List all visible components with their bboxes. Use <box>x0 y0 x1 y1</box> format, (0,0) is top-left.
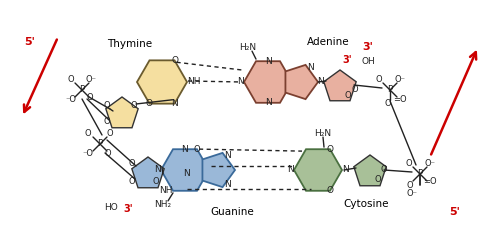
Text: OH: OH <box>362 57 376 67</box>
Text: O⁻: O⁻ <box>394 76 406 84</box>
Text: O: O <box>326 186 334 195</box>
Text: O⁻: O⁻ <box>86 76 96 84</box>
Text: N: N <box>287 166 294 174</box>
Text: O: O <box>152 177 160 186</box>
Text: Guanine: Guanine <box>210 207 254 217</box>
Text: N: N <box>224 180 231 189</box>
Text: O: O <box>146 99 153 108</box>
Text: O: O <box>376 76 382 84</box>
Text: P: P <box>388 85 392 94</box>
Polygon shape <box>294 149 342 191</box>
Text: N: N <box>238 78 244 86</box>
Text: 5': 5' <box>450 207 460 217</box>
Text: 3': 3' <box>342 55 352 65</box>
Text: H₂N: H₂N <box>240 43 256 52</box>
Text: O: O <box>84 130 91 139</box>
Polygon shape <box>354 155 386 186</box>
Text: O: O <box>406 181 414 191</box>
Text: O: O <box>86 93 94 103</box>
Polygon shape <box>161 149 209 191</box>
Polygon shape <box>324 70 356 101</box>
Polygon shape <box>244 61 292 103</box>
Text: N: N <box>264 57 272 66</box>
Text: 3': 3' <box>362 42 374 52</box>
Text: O: O <box>171 56 178 65</box>
Text: 5': 5' <box>24 37 36 47</box>
Text: NH₂: NH₂ <box>154 200 172 209</box>
Text: O: O <box>406 160 412 169</box>
Text: NH: NH <box>160 186 173 195</box>
Text: N: N <box>154 166 161 174</box>
Text: O⁻: O⁻ <box>406 190 418 199</box>
Text: O: O <box>104 149 112 159</box>
Text: O: O <box>384 100 392 109</box>
Text: O: O <box>130 102 138 110</box>
Text: O: O <box>326 145 334 154</box>
Text: O: O <box>104 117 110 127</box>
Text: O: O <box>374 175 382 184</box>
Text: O: O <box>344 90 352 100</box>
Polygon shape <box>286 65 318 99</box>
Text: N: N <box>342 166 349 174</box>
Text: ⁻O: ⁻O <box>66 96 76 105</box>
Text: N: N <box>264 98 272 107</box>
Polygon shape <box>132 157 164 188</box>
Text: H₂N: H₂N <box>314 129 332 138</box>
Text: O: O <box>352 84 358 93</box>
Text: HO: HO <box>104 203 118 211</box>
Text: =O: =O <box>423 177 437 186</box>
Text: N: N <box>224 151 231 160</box>
Text: NH: NH <box>187 78 200 86</box>
Text: Adenine: Adenine <box>306 37 350 47</box>
Text: O: O <box>380 166 388 174</box>
Text: N: N <box>307 63 314 72</box>
Text: O⁻: O⁻ <box>424 160 436 169</box>
Text: O: O <box>106 130 114 139</box>
Text: O: O <box>194 145 200 154</box>
Text: Cytosine: Cytosine <box>343 199 389 209</box>
Text: ⁻O: ⁻O <box>82 149 94 159</box>
Polygon shape <box>137 60 187 104</box>
Text: Thymine: Thymine <box>108 39 152 49</box>
Text: O: O <box>128 177 136 186</box>
Text: =O: =O <box>393 96 407 105</box>
Text: N: N <box>184 170 190 178</box>
Text: P: P <box>418 170 422 178</box>
Text: P: P <box>98 140 102 148</box>
Text: N: N <box>317 78 324 86</box>
Polygon shape <box>202 153 235 187</box>
Text: P: P <box>80 85 84 94</box>
Text: 3': 3' <box>123 204 133 214</box>
Text: O: O <box>68 76 74 84</box>
Text: N: N <box>171 99 178 108</box>
Text: O: O <box>104 102 110 110</box>
Text: N: N <box>182 145 188 154</box>
Text: O: O <box>128 160 136 169</box>
Polygon shape <box>106 97 138 128</box>
